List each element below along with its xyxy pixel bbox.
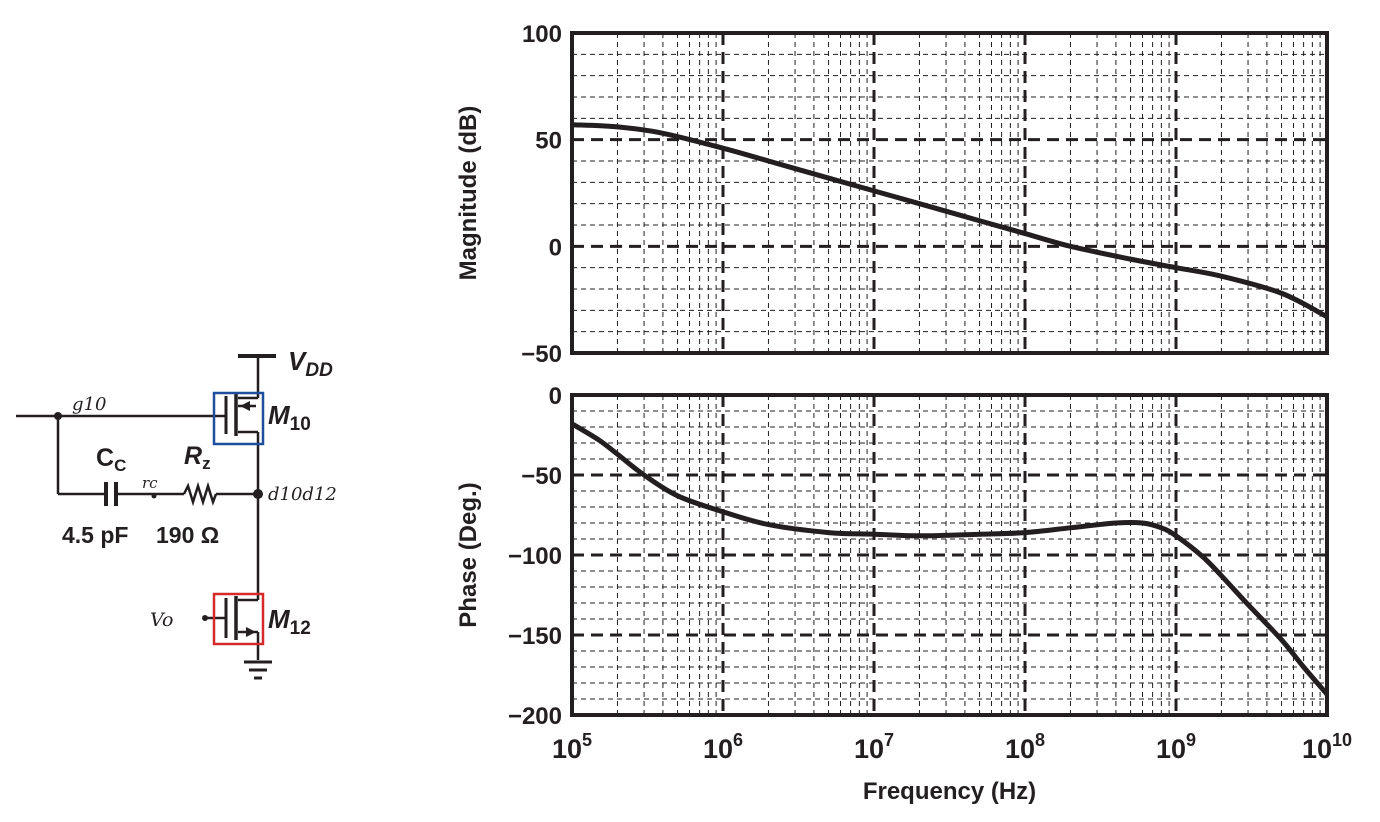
x-tick-label: 108 bbox=[1005, 730, 1045, 764]
input-note: Vo bbox=[150, 609, 173, 631]
x-tick-label: 106 bbox=[703, 730, 743, 764]
vdd-label: VDD bbox=[288, 346, 333, 381]
phase-series-line bbox=[572, 421, 1327, 696]
phase-plot-frame bbox=[570, 393, 1329, 717]
node-rc-note: rc bbox=[142, 474, 158, 492]
x-axis-label: Frequency (Hz) bbox=[863, 778, 1036, 805]
x-tick-label: 109 bbox=[1156, 730, 1196, 764]
m10-arrow-icon bbox=[240, 401, 250, 411]
m12-gate-node bbox=[202, 615, 208, 621]
circuit-labels: VDD M10 M12 CC Rz 4.5 pF 190 Ω g10 rc d1… bbox=[62, 346, 337, 639]
rz-label: Rz bbox=[184, 442, 211, 473]
magnitude-y-tick-label: 50 bbox=[535, 128, 562, 155]
m10-label: M10 bbox=[268, 400, 311, 435]
magnitude-plot: 100 50 0 −50 Magnitude (dB) bbox=[455, 21, 1329, 368]
phase-y-tick-label: −50 bbox=[521, 463, 562, 490]
cc-label: CC bbox=[96, 444, 126, 475]
frequency-axis: 105 106 107 108 109 1010 Frequency (Hz) bbox=[552, 730, 1352, 805]
cc-value: 4.5 pF bbox=[62, 522, 128, 548]
magnitude-y-axis-label: Magnitude (dB) bbox=[455, 106, 482, 281]
compensation-circuit bbox=[16, 354, 276, 680]
node-rc bbox=[151, 493, 157, 499]
rz-resistor bbox=[182, 481, 218, 507]
m12-highlight-box bbox=[212, 592, 265, 646]
phase-y-tick-label: 0 bbox=[549, 383, 562, 410]
magnitude-y-tick-label: 100 bbox=[522, 21, 562, 48]
m12-label: M12 bbox=[268, 604, 311, 639]
gate10-note: g10 bbox=[72, 394, 106, 415]
phase-y-tick-label: −200 bbox=[508, 703, 562, 730]
x-tick-label: 105 bbox=[552, 730, 592, 764]
phase-y-axis-label: Phase (Deg.) bbox=[455, 482, 482, 627]
magnitude-series-line bbox=[572, 122, 1327, 319]
magnitude-y-tick-label: 0 bbox=[549, 234, 562, 261]
m12-arrow-icon bbox=[246, 627, 256, 637]
m10-highlight-box bbox=[212, 391, 265, 446]
magnitude-y-tick-label: −50 bbox=[521, 341, 562, 368]
drain-note: d10d12 bbox=[268, 484, 337, 505]
rz-value: 190 Ω bbox=[156, 522, 219, 548]
magnitude-plot-frame bbox=[570, 31, 1329, 355]
phase-plot: 0 −50 −100 −150 −200 Phase (Deg.) bbox=[455, 383, 1329, 730]
phase-y-tick-label: −150 bbox=[508, 623, 562, 650]
bode-plots: 100 50 0 −50 Magnitude (dB) 0 −50 −100 −150 −200 P… bbox=[455, 21, 1352, 805]
x-tick-label: 107 bbox=[854, 730, 894, 764]
phase-y-tick-label: −100 bbox=[508, 543, 562, 570]
x-tick-label: 1010 bbox=[1302, 730, 1352, 764]
